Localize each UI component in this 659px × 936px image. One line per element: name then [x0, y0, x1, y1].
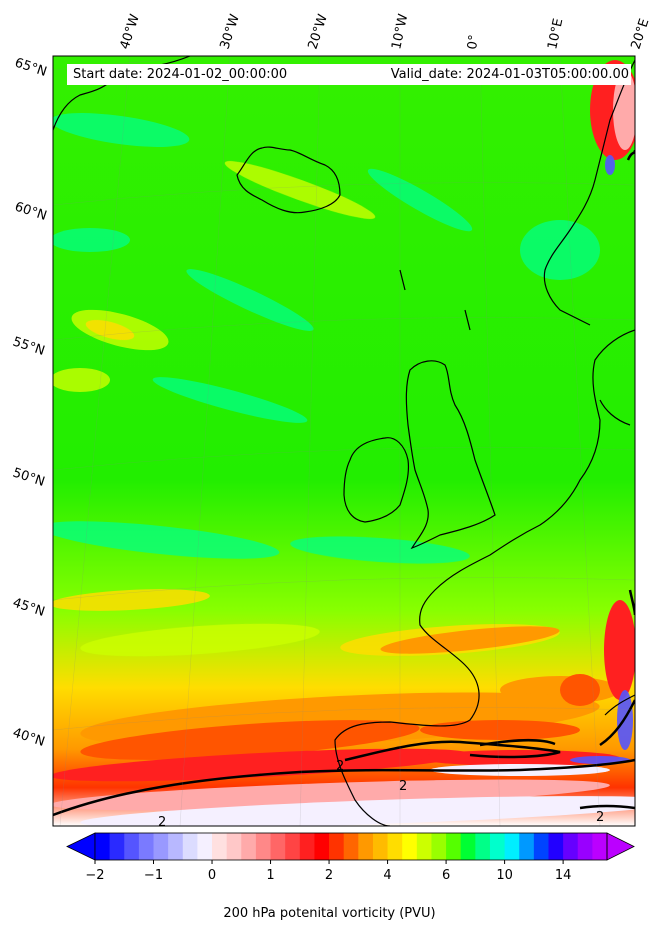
colorbar-frame — [94, 832, 608, 861]
colorbar-swatch — [226, 833, 242, 860]
map-frame — [52, 55, 636, 827]
colorbar-label: 200 hPa potenital vorticity (PVU) — [223, 906, 436, 921]
colorbar-swatch — [109, 833, 125, 860]
colorbar-swatch — [372, 833, 389, 860]
colorbar-swatch — [358, 833, 374, 860]
svg-text:2: 2 — [158, 815, 166, 830]
colorbar-tick-label: 1 — [266, 868, 274, 883]
lon-label: 40°W — [118, 12, 143, 51]
colorbar-swatch — [548, 833, 564, 860]
colorbar-tick-label: 6 — [442, 868, 450, 883]
colorbar-swatch — [387, 833, 403, 860]
colorbar-swatch — [124, 833, 140, 860]
colorbar-swatch — [329, 833, 345, 860]
lat-label: 60°N — [13, 200, 49, 224]
colorbar-swatch — [314, 833, 330, 860]
start-date: Start date: 2024-01-02_00:00:00 — [73, 67, 288, 82]
colorbar-swatch — [153, 833, 169, 860]
lat-label: 45°N — [11, 596, 47, 620]
colorbar-swatch — [577, 833, 593, 860]
colorbar-tick-label: 10 — [496, 868, 513, 883]
lat-label: 50°N — [11, 466, 47, 490]
lon-labels: 40°W 30°W 20°W 10°W 0° 10°E 20°E — [118, 12, 653, 51]
colorbar-swatch — [138, 833, 155, 860]
colorbar-tick-label: 0 — [208, 868, 216, 883]
valid-date: Valid_date: 2024-01-03T05:00:00.00 — [390, 67, 629, 82]
lon-label: 30°W — [218, 12, 243, 51]
colorbar-swatch — [197, 833, 213, 860]
graticule — [53, 56, 635, 826]
colorbar-tick-label: 2 — [325, 868, 333, 883]
svg-text:2: 2 — [399, 779, 407, 794]
colorbar-swatch — [212, 833, 228, 860]
colorbar-swatch — [460, 833, 476, 860]
lon-label: 10°E — [545, 17, 566, 51]
colorbar-swatch — [241, 833, 257, 860]
lat-label: 40°N — [11, 726, 47, 750]
colorbar-swatch — [402, 833, 418, 860]
colorbar-swatch — [343, 833, 359, 860]
colorbar-swatch — [270, 833, 286, 860]
colorbar-ticks: −2 −1 0 1 2 4 6 10 14 — [85, 860, 571, 883]
colorbar-tick-label: 14 — [555, 868, 572, 883]
lon-label: 0° — [465, 34, 482, 51]
pv-field: 2 2 2 2 2 — [53, 56, 644, 830]
colorbar-swatch — [533, 833, 549, 860]
lat-label: 55°N — [11, 335, 47, 359]
colorbar — [66, 832, 635, 861]
colorbar-extend-low — [66, 832, 96, 861]
pv-2-contours — [53, 149, 635, 817]
colorbar-swatch — [563, 833, 579, 860]
colorbar-swatch — [504, 833, 520, 860]
colorbar-tick-label: −1 — [144, 868, 163, 883]
lon-label: 20°E — [629, 17, 653, 51]
colorbar-extend-high — [606, 832, 635, 861]
colorbar-swatch — [285, 833, 301, 860]
colorbar-swatch — [489, 833, 506, 860]
colorbar-tick-label: 4 — [383, 868, 391, 883]
lat-label: 65°N — [13, 56, 49, 80]
lat-labels: 65°N 60°N 55°N 50°N 45°N 40°N — [11, 56, 49, 750]
colorbar-swatch — [168, 833, 184, 860]
colorbar-swatch — [475, 833, 491, 860]
colorbar-swatch — [519, 833, 535, 860]
svg-text:2: 2 — [636, 591, 644, 606]
colorbar-swatch — [592, 833, 608, 860]
lon-label: 10°W — [389, 12, 411, 50]
lon-label: 20°W — [306, 12, 331, 51]
colorbar-swatch — [446, 833, 462, 860]
colorbar-tick-label: −2 — [85, 868, 104, 883]
colorbar-swatch — [95, 833, 111, 860]
colorbar-swatch — [255, 833, 272, 860]
colorbar-swatch — [431, 833, 447, 860]
colorbar-swatch — [299, 833, 315, 860]
title-bar: Start date: 2024-01-02_00:00:00 Valid_da… — [67, 64, 631, 85]
colorbar-swatch — [182, 833, 198, 860]
svg-text:2: 2 — [596, 810, 604, 825]
colorbar-swatch — [416, 833, 432, 860]
